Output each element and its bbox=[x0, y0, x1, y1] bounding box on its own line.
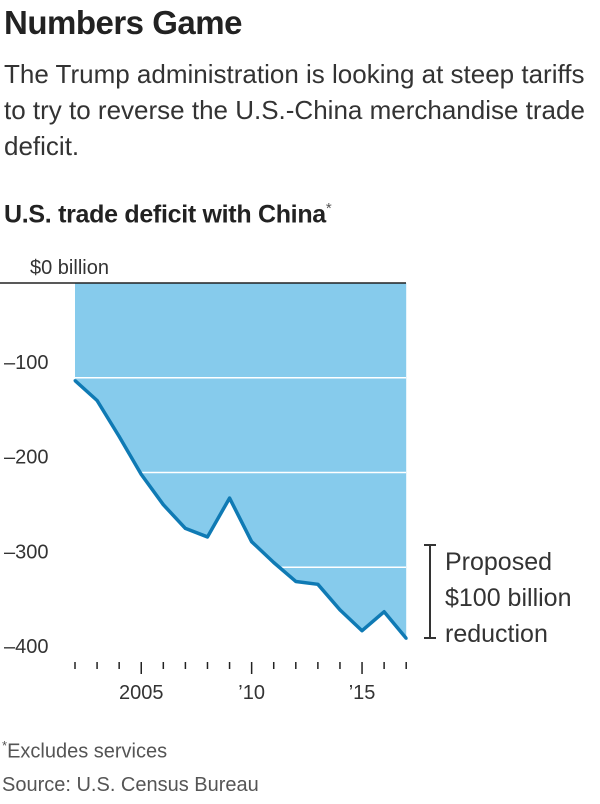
x-tick-label: ’10 bbox=[238, 682, 265, 704]
data-point bbox=[161, 503, 165, 507]
data-point bbox=[382, 610, 386, 614]
chart-title-footnote-mark: * bbox=[325, 200, 332, 217]
data-point bbox=[183, 526, 187, 530]
footnote: *Excludes services bbox=[2, 738, 167, 764]
y-tick-label: –300 bbox=[4, 541, 49, 563]
x-tick-label: 2005 bbox=[119, 682, 164, 704]
annotation-text: Proposed bbox=[445, 548, 552, 576]
x-tick-label: ’15 bbox=[349, 682, 376, 704]
data-point bbox=[117, 434, 121, 438]
y-tick-label: –400 bbox=[4, 636, 49, 658]
chart: $0 billion –100 –200 –300 –400 2005 ’10 ’15 Prop… bbox=[0, 257, 572, 704]
data-point bbox=[95, 398, 99, 402]
data-point bbox=[316, 582, 320, 586]
area-fill bbox=[75, 283, 407, 639]
data-point bbox=[294, 579, 298, 583]
data-point bbox=[360, 629, 364, 633]
source-note: Source: U.S. Census Bureau bbox=[2, 774, 259, 796]
dek-text: The Trump administration is looking at s… bbox=[4, 59, 585, 161]
data-point bbox=[250, 540, 254, 544]
footnote-text: Excludes services bbox=[7, 740, 168, 763]
footnote-mark: * bbox=[2, 738, 8, 753]
data-point bbox=[404, 636, 408, 640]
chart-title: U.S. trade deficit with China* bbox=[4, 200, 332, 229]
data-point bbox=[205, 535, 209, 539]
headline: Numbers Game bbox=[4, 4, 242, 41]
chart-title-text: U.S. trade deficit with China bbox=[4, 200, 326, 229]
annotation-text: $100 billion bbox=[445, 584, 572, 612]
y-tick-label: –200 bbox=[4, 447, 49, 469]
data-point bbox=[272, 561, 276, 565]
annotation-text: reduction bbox=[445, 620, 548, 648]
data-point bbox=[139, 472, 143, 476]
data-point bbox=[73, 379, 77, 383]
series-line bbox=[73, 379, 408, 640]
y-tick-label: $0 billion bbox=[30, 257, 109, 279]
data-point bbox=[338, 608, 342, 612]
data-point bbox=[228, 496, 232, 500]
y-tick-label: –100 bbox=[4, 352, 49, 374]
